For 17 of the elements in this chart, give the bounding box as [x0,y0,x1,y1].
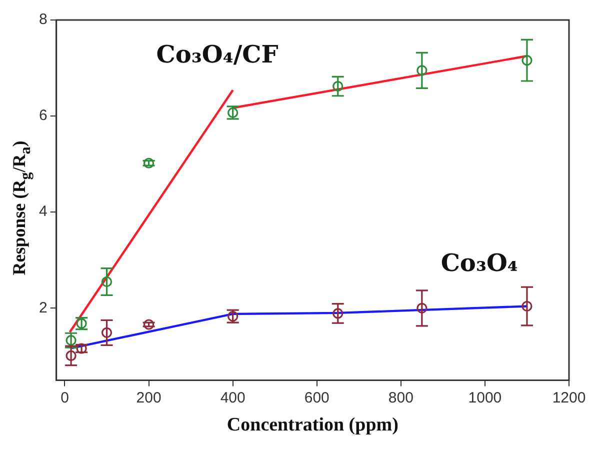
x-tick-label: 800 [388,389,414,406]
x-tick-label: 600 [304,389,330,406]
x-tick-label: 200 [136,389,162,406]
x-tick-label: 1200 [552,389,586,406]
y-tick-label: 8 [39,11,48,28]
y-tick-label: 2 [39,299,48,316]
x-tick-label: 400 [220,389,246,406]
annotation: Co₃O₄/CF [156,39,278,68]
y-tick-label: 6 [39,107,48,124]
x-tick-label: 1000 [468,389,502,406]
y-tick-label: 4 [39,203,48,220]
x-axis-title: Concentration (ppm) [226,414,398,436]
point [143,319,154,330]
point [101,276,112,288]
point [101,327,112,338]
annotation: Co₃O₄ [440,248,518,278]
x-tick-label: 0 [60,389,69,406]
